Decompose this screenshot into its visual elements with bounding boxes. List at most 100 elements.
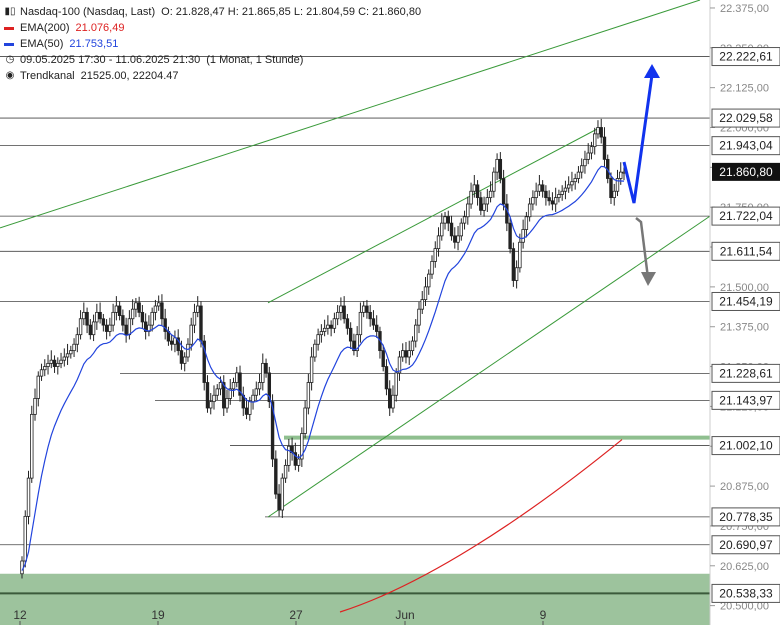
candle-body [309, 356, 314, 383]
candle-body [101, 318, 106, 326]
candle-body [430, 260, 434, 275]
candle-body [622, 171, 626, 174]
candle-body [228, 388, 232, 399]
y-tick-label: 20.625,00 [720, 561, 769, 573]
legend-ema50: EMA(50) 21.753,51 [4, 36, 421, 52]
forecast-arrows [622, 64, 660, 286]
candle-body [553, 197, 558, 205]
candle-body [36, 375, 40, 399]
candle-body [508, 222, 512, 250]
ema200-line [339, 439, 623, 613]
level-label-box [711, 136, 780, 156]
level-label-box [711, 363, 780, 383]
y-tick-label: 20.875,00 [720, 481, 769, 493]
candle-body [544, 190, 548, 199]
candle-body [238, 372, 242, 396]
candle-body [433, 248, 437, 262]
candle-body [453, 235, 457, 243]
level-label: 21.454,19 [719, 294, 773, 308]
candle-body [560, 190, 564, 195]
candle-body [316, 334, 320, 345]
trend-channel [0, 0, 711, 518]
candle-body [505, 203, 509, 224]
y-tick-label: 21.375,00 [720, 322, 769, 334]
x-tick-label: 27 [289, 608, 303, 622]
candle-body [222, 382, 226, 409]
candle-body [218, 382, 223, 390]
candle-body [274, 458, 278, 495]
candle-body [407, 350, 411, 358]
candle-body [563, 187, 568, 192]
candle-body [619, 171, 623, 179]
candle-body [446, 216, 450, 224]
candle-body [410, 340, 415, 352]
candle-body [440, 222, 444, 237]
channel-label: Trendkanal [20, 70, 75, 82]
x-tick-label: Jun [395, 608, 414, 622]
candle-body [134, 302, 138, 310]
candle-body [196, 305, 200, 313]
candle-body [261, 362, 265, 383]
candle-body [449, 222, 454, 237]
arrow-up-line [622, 74, 654, 204]
candle-body [235, 372, 239, 383]
level-label: 22.222,61 [719, 50, 773, 64]
candle-body [612, 190, 616, 199]
level-label: 21.002,10 [719, 439, 773, 453]
candle-body [514, 267, 519, 281]
candle-body [150, 311, 154, 326]
candle-body [355, 334, 359, 352]
candle-body [26, 477, 31, 517]
candle-body [108, 324, 112, 332]
candle-body [137, 302, 141, 313]
candle-body [583, 158, 587, 167]
candle-body [215, 388, 219, 396]
ema200-value: 21.076,49 [75, 22, 125, 34]
legend-instrument: ▮▯ Nasdaq-100 (Nasdaq, Last) O: 21.828,4… [4, 4, 421, 20]
candle-body [163, 318, 167, 332]
candle-body [160, 302, 164, 320]
candle-body [485, 197, 490, 205]
candle-body [65, 353, 70, 358]
legend-ema200: EMA(200) 21.076,49 [4, 20, 421, 36]
candle-body [186, 343, 190, 358]
ema50-line [21, 165, 625, 571]
candle-body [326, 324, 330, 329]
candles-icon: ▮▯ [4, 6, 16, 17]
candle-body [479, 197, 483, 211]
candle-body [199, 305, 203, 342]
ema200-swatch-icon [4, 26, 14, 30]
candle-body [280, 477, 285, 511]
candle-body [59, 359, 63, 364]
candle-body [414, 324, 418, 342]
candle-body [540, 184, 545, 192]
candle-body [492, 171, 496, 192]
channel-mid-line [267, 127, 601, 304]
candle-body [30, 413, 34, 479]
candle-body [404, 350, 408, 358]
candle-body [46, 362, 50, 367]
x-tick-label: 19 [151, 608, 165, 622]
candle-body [78, 318, 83, 336]
candle-body [573, 178, 577, 183]
candle-body [589, 146, 594, 154]
candle-body [124, 324, 128, 336]
candle-body [352, 340, 356, 352]
level-label-box [711, 507, 780, 527]
channel-upper-line [0, 0, 701, 229]
candle-body [85, 311, 89, 326]
candle-body [130, 308, 135, 320]
candle-body [342, 305, 346, 320]
ema50-value: 21.753,51 [69, 38, 119, 50]
candle-body [156, 302, 161, 307]
legend-channel: ◉ Trendkanal 21525.00, 22204.47 [4, 68, 421, 84]
candle-body [56, 362, 60, 367]
candle-body [547, 197, 551, 202]
candle-body [566, 184, 571, 189]
candle-body [72, 343, 76, 352]
candle-body [254, 388, 258, 396]
candle-body [88, 324, 93, 336]
level-label: 20.690,97 [719, 538, 773, 552]
candle-body [524, 216, 529, 230]
